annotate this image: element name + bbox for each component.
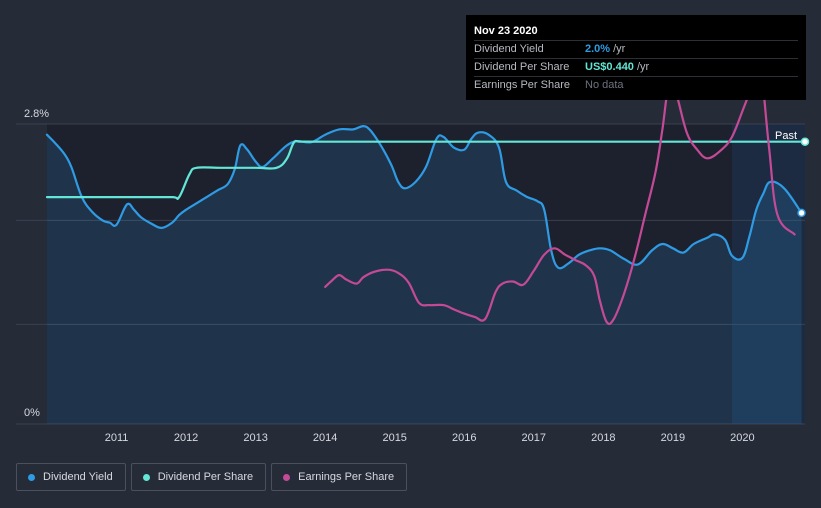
dividend-yield-end-marker bbox=[797, 208, 806, 218]
legend-label: Dividend Per Share bbox=[157, 471, 254, 483]
axes: 2.8% 0% 2011 2012 2013 2014 2015 2016 2017 2018 20… bbox=[24, 108, 797, 444]
y-tick-label: 0% bbox=[24, 407, 40, 419]
series-line-dividend-per-share bbox=[45, 139, 807, 201]
legend-dot-icon bbox=[283, 473, 291, 481]
tooltip-label: Dividend Yield bbox=[474, 43, 544, 55]
hover-tooltip: Nov 23 2020 Dividend Yield 2.0% /yr Divi… bbox=[466, 15, 806, 100]
dividend-yield-area bbox=[47, 126, 802, 424]
x-tick-label: 2019 bbox=[661, 432, 685, 444]
x-tick-label: 2012 bbox=[174, 432, 198, 444]
tooltip-row-earnings-per-share: Earnings Per Share No data bbox=[474, 76, 798, 94]
plot-background bbox=[47, 124, 805, 424]
dividend-per-share-end-marker bbox=[800, 137, 810, 146]
legend-label: Dividend Yield bbox=[43, 471, 113, 483]
x-tick-label: 2011 bbox=[105, 432, 129, 444]
y-tick-label: 2.8% bbox=[24, 108, 49, 120]
tooltip-unit: /yr bbox=[636, 61, 650, 73]
legend-item-dividend-per-share[interactable]: Dividend Per Share bbox=[130, 463, 267, 491]
x-tick-label: 2018 bbox=[591, 432, 615, 444]
x-tick-label: 2015 bbox=[382, 432, 406, 444]
x-tick-label: 2016 bbox=[452, 432, 476, 444]
dividend-yield-fill bbox=[47, 126, 802, 424]
tooltip-label: Earnings Per Share bbox=[474, 79, 570, 91]
gridlines bbox=[16, 123, 805, 425]
tooltip-row-dividend-yield: Dividend Yield 2.0% /yr bbox=[474, 40, 798, 58]
x-tick-label: 2020 bbox=[730, 432, 754, 444]
x-tick-label: 2014 bbox=[313, 432, 337, 444]
tooltip-value: 2.0% bbox=[585, 43, 611, 55]
series-lines bbox=[45, 58, 810, 326]
tooltip-value: No data bbox=[585, 79, 624, 91]
legend-item-dividend-yield[interactable]: Dividend Yield bbox=[16, 463, 126, 491]
series-line-earnings-per-share bbox=[324, 58, 796, 326]
legend-item-earnings-per-share[interactable]: Earnings Per Share bbox=[271, 463, 408, 491]
tooltip-unit: /yr bbox=[613, 43, 626, 55]
legend-label: Earnings Per Share bbox=[298, 471, 395, 483]
past-label: Past bbox=[775, 130, 797, 142]
x-tick-label: 2017 bbox=[522, 432, 546, 444]
past-region bbox=[731, 124, 805, 424]
legend-dot-icon bbox=[142, 473, 150, 481]
legend-dot-icon bbox=[28, 473, 35, 481]
tooltip-date: Nov 23 2020 bbox=[474, 25, 538, 37]
tooltip-label: Dividend Per Share bbox=[474, 61, 570, 73]
tooltip-value: US$0.440 bbox=[585, 61, 634, 73]
series-line-dividend-yield bbox=[45, 125, 803, 270]
legend: Dividend Yield Dividend Per Share Earnin… bbox=[16, 463, 408, 491]
tooltip-row-dividend-per-share: Dividend Per Share US$0.440 /yr bbox=[474, 58, 798, 76]
x-tick-label: 2013 bbox=[243, 432, 267, 444]
